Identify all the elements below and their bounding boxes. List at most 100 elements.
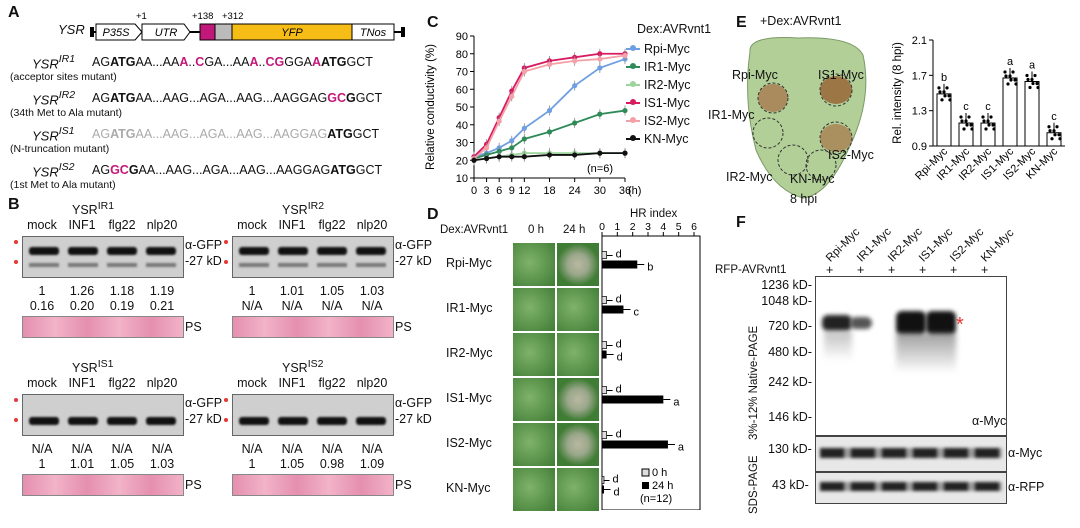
legend-label: IS2-Myc (644, 114, 690, 128)
lane-label: INF1 (278, 376, 306, 390)
bar-24h (602, 440, 668, 449)
quant-row2: 1.05 (279, 457, 305, 471)
data-point (496, 118, 502, 124)
sig-letter: c (985, 101, 991, 113)
quant-row1: N/A (281, 442, 303, 456)
blot-band (239, 247, 269, 255)
legend-swatch (626, 45, 640, 51)
x-tick-label: 1 (614, 221, 620, 233)
legend-label: IS1-Myc (644, 96, 690, 110)
panel-f-label: F (736, 214, 746, 231)
data-point (572, 58, 578, 64)
blot-band (107, 247, 137, 255)
data-point (622, 107, 628, 114)
spot-rpi: Rpi-Myc (732, 68, 778, 82)
data-point (546, 152, 553, 158)
data-point (509, 93, 515, 99)
dot (1055, 125, 1059, 129)
data-point (546, 107, 553, 114)
letter-0h: d (616, 339, 622, 351)
y-tick-label: 60 (456, 84, 468, 96)
dot (970, 127, 974, 131)
seq-ir2-desc: (34th Met to Ala mutant) (10, 107, 123, 119)
x-tick-label: 5 (676, 221, 682, 233)
dot (1058, 137, 1062, 141)
spot-kn: KN-Myc (790, 172, 835, 186)
seq-is1-text: AGATGAA...AAG...AGA...AAG...AAGGAGATGGCT (92, 127, 380, 141)
blot-band (356, 247, 386, 255)
y-tick-label: 40 (456, 120, 468, 132)
lane-label: flg22 (108, 218, 136, 232)
dot (962, 127, 966, 131)
dot (948, 98, 952, 102)
legend-swatch (626, 117, 640, 123)
d-row-label: Rpi-Myc (446, 256, 492, 270)
dot (945, 86, 949, 90)
blot-band (278, 247, 308, 255)
data-point (597, 150, 603, 156)
leaf-0h (512, 467, 556, 512)
ps-label: PS (395, 478, 412, 492)
ps-stain (22, 316, 184, 338)
ps-label: PS (395, 320, 412, 334)
blot-band-faint (317, 263, 347, 267)
letter-0h: d (616, 384, 622, 396)
legend-0h: 0 h (652, 467, 667, 479)
x-tick-label: 4 (660, 221, 666, 233)
blot-title-2: YSRIS1 (72, 358, 114, 376)
dot (967, 115, 971, 119)
data-point (546, 61, 553, 67)
dot (984, 127, 988, 131)
sds-blot-myc (815, 436, 1007, 472)
leaf-24h (556, 422, 600, 467)
blot-band (29, 417, 59, 425)
gfp-blot (232, 236, 394, 278)
dot (1047, 125, 1051, 129)
blot-band (239, 417, 269, 425)
native-blot (815, 276, 1007, 436)
bar-0h (601, 386, 607, 394)
dot (960, 119, 964, 123)
blot-band-faint (68, 263, 98, 267)
legend-label: KN-Myc (644, 132, 689, 146)
lane-label: flg22 (318, 376, 346, 390)
quant-row1: N/A (151, 442, 173, 456)
lane-label: nlp20 (356, 376, 388, 390)
x-tick-label: 0 (471, 185, 477, 197)
quant-row2: 1 (38, 457, 46, 471)
data-point (572, 120, 578, 126)
blot-band-faint (239, 263, 269, 267)
quant-row1: 1.05 (319, 284, 345, 298)
plus-sign: + (888, 263, 896, 277)
leaf-0h (512, 287, 556, 332)
blot-band (29, 247, 59, 255)
data-point (483, 145, 490, 151)
dot (1013, 78, 1017, 82)
data-point (572, 152, 578, 158)
x-tick-label: 18 (543, 185, 555, 197)
agfp-label: α-GFP (395, 238, 433, 252)
f-amyc-sds: α-Myc (1008, 446, 1043, 460)
dot (1036, 85, 1040, 90)
sig-letter: a (1029, 60, 1036, 72)
sig-letter: c (963, 101, 969, 113)
spot-ir2: IR2-Myc (726, 170, 773, 184)
dot (1009, 78, 1013, 82)
legend-24h: 24 h (652, 480, 673, 492)
blot-band (146, 247, 176, 255)
bar-24h (602, 260, 638, 269)
legend-item: IS1-Myc (626, 94, 691, 112)
agfp-label: α-GFP (395, 396, 433, 410)
dot (1035, 81, 1039, 86)
legend-swatch (626, 63, 640, 69)
leaf-0h (512, 422, 556, 467)
blot-title-1: YSRIR2 (282, 200, 325, 218)
data-point (546, 129, 553, 135)
x-tick-label: 3 (645, 221, 651, 233)
f-lane-label: IS2-Myc (948, 226, 987, 265)
pos2-label: +138 (192, 11, 213, 22)
legend-label: IR1-Myc (644, 60, 691, 74)
leaf-time: 8 hpi (790, 192, 818, 206)
legend-label: Rpi-Myc (644, 42, 690, 56)
bar-24h (602, 395, 664, 404)
